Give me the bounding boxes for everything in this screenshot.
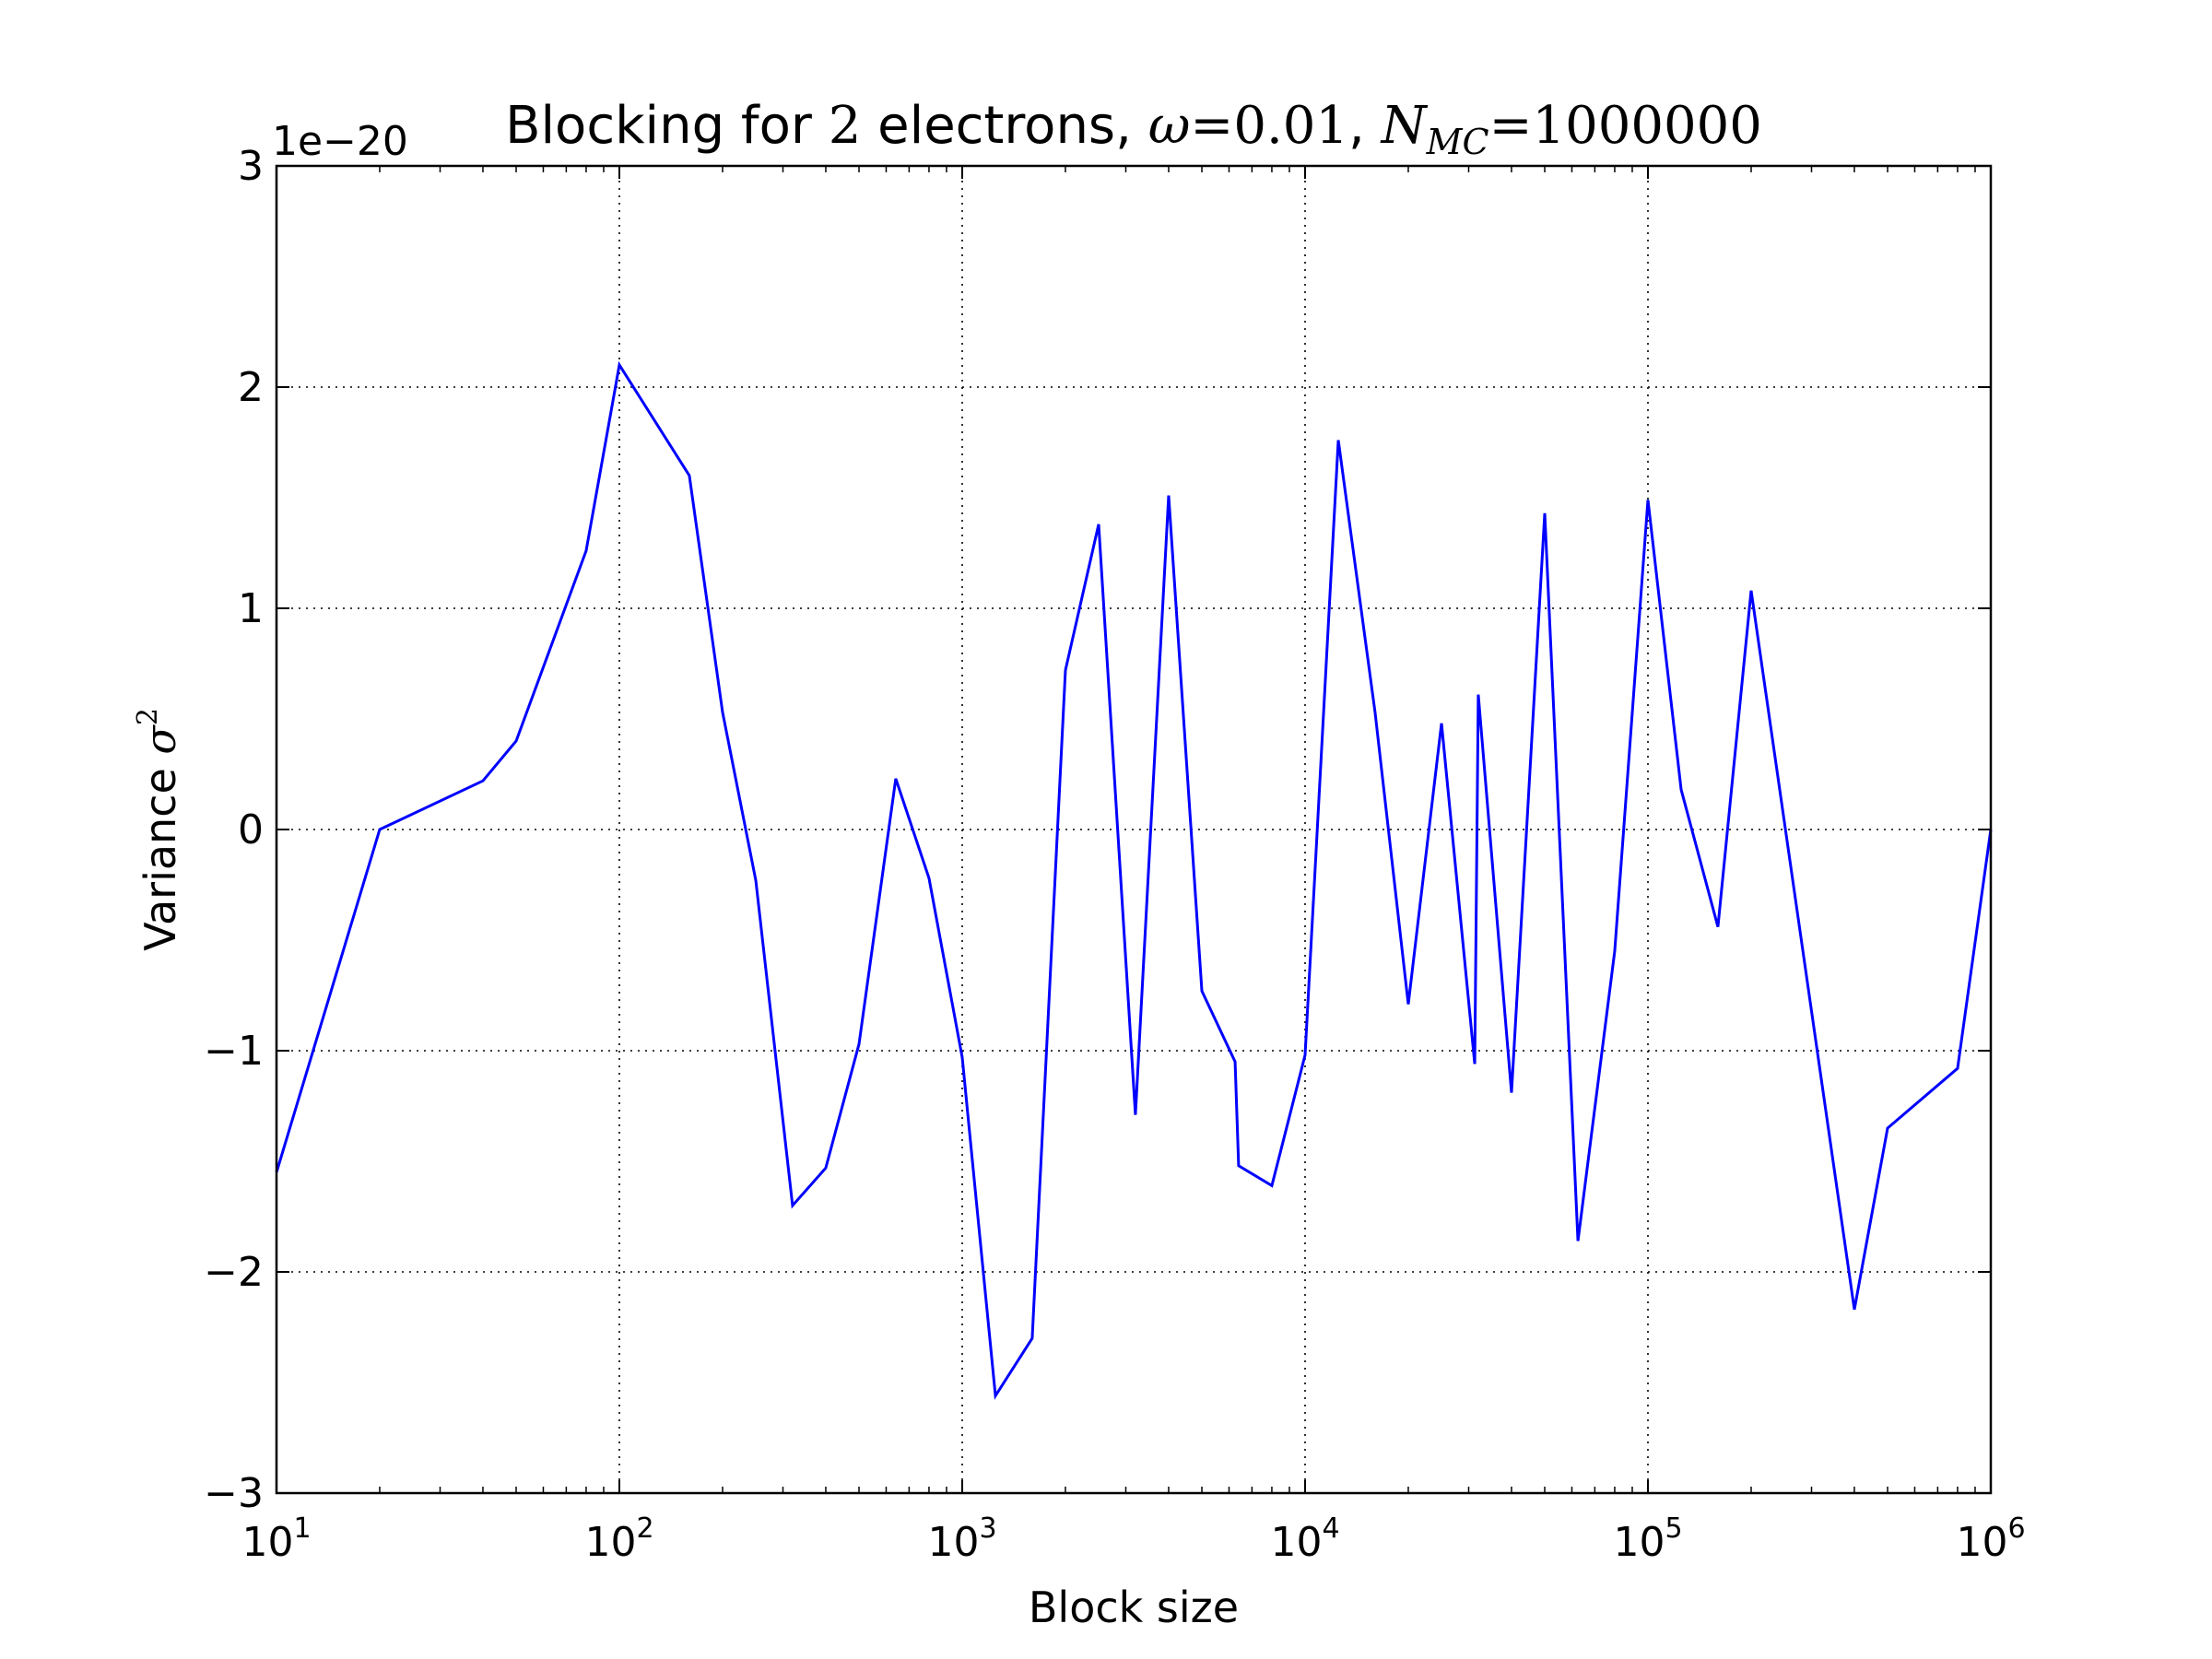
y-tick-label: −2 (204, 1249, 264, 1296)
y-tick-label: −1 (204, 1028, 264, 1075)
tick-marks (276, 165, 1992, 1494)
y-axis-label: Variance σ2 (132, 708, 185, 951)
y-tick-label: 0 (238, 806, 264, 853)
chart-title: Blocking for 2 electrons, ω=0.01, NMC=10… (505, 96, 1762, 162)
x-tick-label: 106 (1956, 1512, 2025, 1566)
grid (276, 166, 1991, 1493)
y-tick-label: 1 (238, 585, 264, 632)
x-tick-label: 105 (1613, 1512, 1682, 1566)
y-tick-labels: −3 −2 −1 0 1 2 3 (204, 143, 264, 1517)
x-tick-label: 103 (927, 1512, 996, 1566)
y-tick-label: −3 (204, 1470, 264, 1517)
y-tick-label: 3 (238, 143, 264, 190)
x-axis-label: Block size (1029, 1583, 1239, 1632)
x-tick-label: 102 (584, 1512, 653, 1566)
y-offset-label: 1e−20 (272, 118, 408, 165)
x-tick-labels: 101 102 103 104 105 106 (241, 1512, 2025, 1566)
x-tick-label: 101 (241, 1512, 311, 1566)
x-tick-label: 104 (1270, 1512, 1339, 1566)
series-line (275, 360, 1993, 1400)
series-layer (275, 360, 1993, 1400)
y-tick-label: 2 (238, 364, 264, 411)
